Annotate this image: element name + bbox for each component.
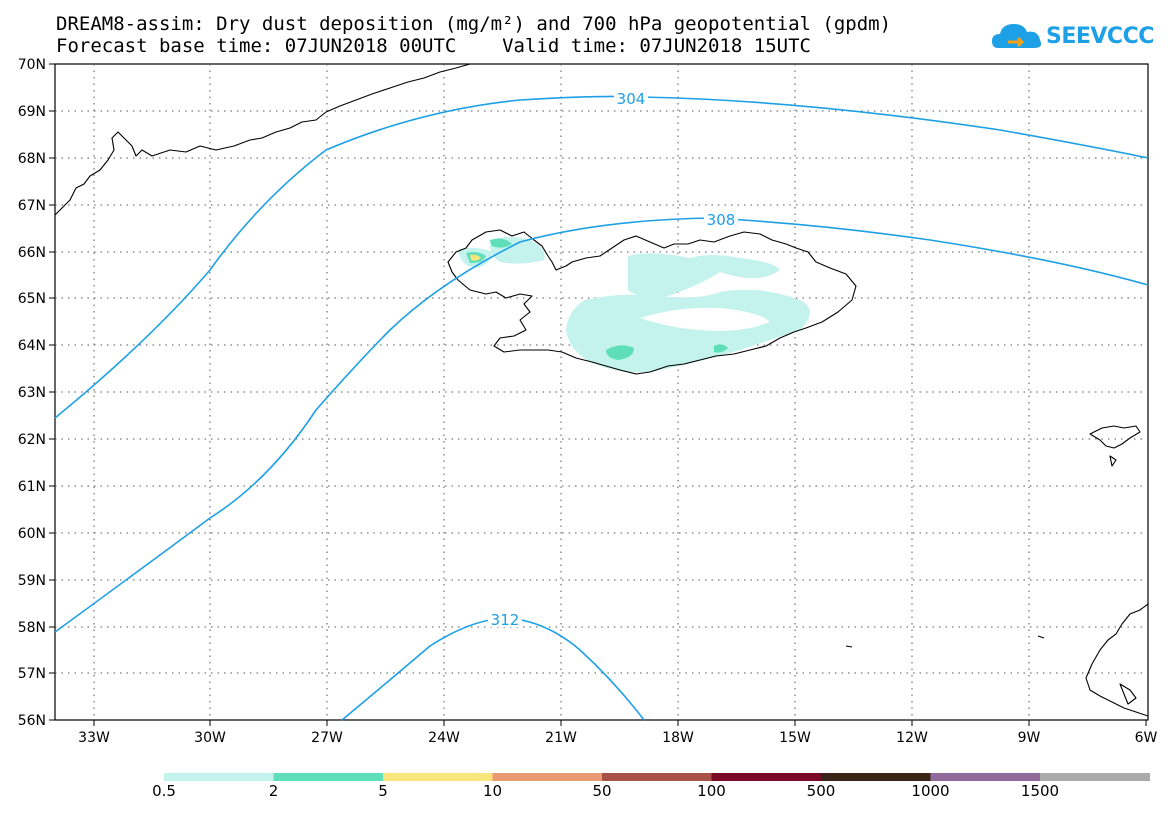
- legend-swatch: [1040, 773, 1150, 781]
- axis-ticks: [49, 63, 1147, 726]
- lon-label: 18W: [662, 730, 694, 746]
- legend-label: 100: [697, 782, 726, 800]
- lon-label: 24W: [428, 730, 460, 746]
- lat-label: 70N: [18, 57, 46, 73]
- lon-label: 33W: [78, 730, 110, 746]
- lon-label: 30W: [194, 730, 226, 746]
- legend-label: 50: [592, 782, 612, 800]
- lat-label: 58N: [18, 620, 46, 636]
- cloud-icon: [992, 24, 1042, 48]
- latitude-labels: 70N 69N 68N 67N 66N 65N 64N 63N 62N 61N …: [18, 57, 46, 729]
- longitude-labels: 33W 30W 27W 24W 21W 18W 15W 12W 9W 6W: [78, 730, 1157, 746]
- legend-swatch: [602, 773, 712, 781]
- contour-labels: 304 308 312: [488, 90, 738, 629]
- legend-label: 5: [378, 782, 388, 800]
- lon-label: 21W: [545, 730, 577, 746]
- lon-label: 27W: [311, 730, 343, 746]
- legend-swatch: [164, 773, 274, 781]
- contour-label-308: 308: [707, 211, 736, 229]
- lat-label: 65N: [18, 291, 46, 307]
- legend-swatch: [492, 773, 603, 781]
- dust-deposition-field: [458, 237, 810, 373]
- lat-label: 67N: [18, 198, 46, 214]
- logo-text: SEEVCCC: [1046, 24, 1154, 49]
- seevccc-logo: SEEVCCC: [990, 18, 1154, 58]
- legend-label: 0.5: [152, 782, 176, 800]
- legend-swatch: [383, 773, 493, 781]
- lon-label: 6W: [1135, 730, 1158, 746]
- contour-label-312: 312: [491, 611, 520, 629]
- contour-308: [54, 217, 1149, 633]
- lat-label: 64N: [18, 338, 46, 354]
- legend-label: 1500: [1020, 782, 1060, 800]
- contour-304: [54, 95, 1149, 419]
- map-subtitle: Forecast base time: 07JUN2018 00UTC Vali…: [56, 35, 811, 57]
- lat-label: 59N: [18, 573, 46, 589]
- legend-swatch: [711, 773, 822, 781]
- lat-label: 60N: [18, 526, 46, 542]
- legend-colorbar: [164, 773, 1150, 781]
- legend-label: 500: [806, 782, 836, 800]
- lon-label: 12W: [896, 730, 928, 746]
- lat-label: 66N: [18, 245, 46, 261]
- legend-swatch: [273, 773, 384, 781]
- legend-label: 1000: [911, 782, 950, 800]
- legend-swatch: [930, 773, 1041, 781]
- grid-lines: [55, 64, 1148, 720]
- lat-label: 63N: [18, 385, 46, 401]
- coastlines: [54, 63, 1149, 717]
- legend-label: 10: [482, 782, 503, 800]
- lon-label: 9W: [1018, 730, 1041, 746]
- legend-swatch: [821, 773, 931, 781]
- contour-label-304: 304: [617, 90, 646, 108]
- lat-label: 69N: [18, 104, 46, 120]
- lat-label: 61N: [18, 479, 46, 495]
- lon-label: 15W: [779, 730, 811, 746]
- lat-label: 62N: [18, 432, 46, 448]
- lat-label: 56N: [18, 713, 46, 729]
- map-title: DREAM8-assim: Dry dust deposition (mg/m²…: [56, 13, 892, 35]
- lat-label: 57N: [18, 666, 46, 682]
- legend-label: 2: [268, 782, 279, 800]
- lat-label: 68N: [18, 151, 46, 167]
